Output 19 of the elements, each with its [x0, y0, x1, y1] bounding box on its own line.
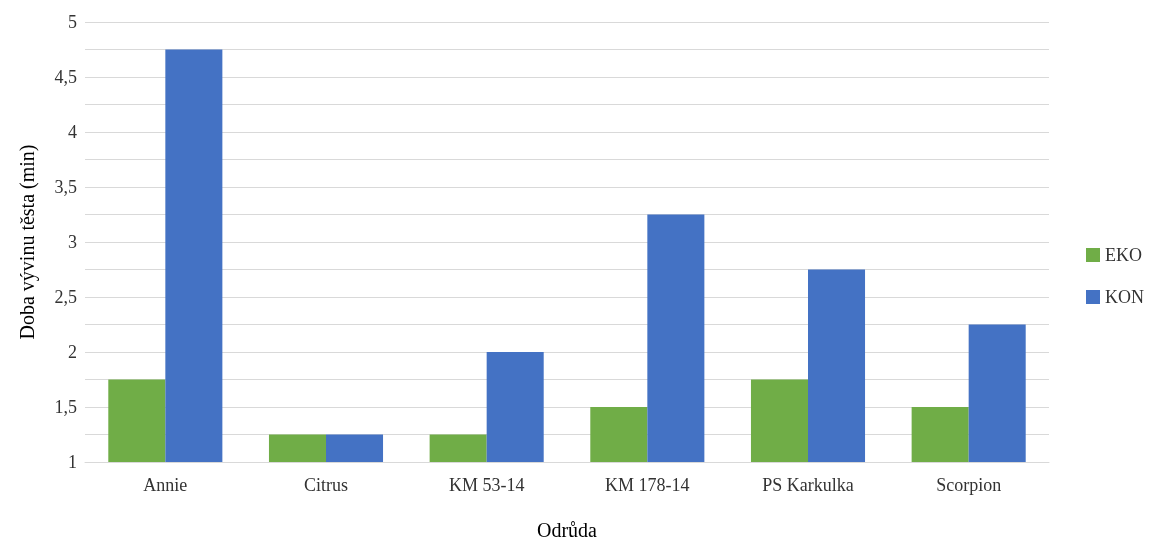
legend-label: KON: [1105, 287, 1144, 307]
x-tick-label: Citrus: [303, 475, 349, 495]
y-tick-label: 2: [68, 342, 77, 362]
y-tick-label: 1: [68, 452, 77, 472]
y-tick-label: 2,5: [54, 287, 77, 307]
y-tick-label: 5: [68, 12, 77, 32]
legend-label: EKO: [1105, 245, 1142, 265]
y-tick-label: 3: [68, 232, 77, 252]
x-tick-label: KM 53-14: [448, 475, 525, 495]
y-axis-title: Doba vývinu těsta (min): [16, 144, 39, 340]
y-tick-label: 4: [68, 122, 77, 142]
y-tick-label: 4,5: [54, 67, 77, 87]
y-tick-label: 3,5: [54, 177, 77, 197]
x-tick-label: PS Karkulka: [762, 475, 854, 495]
x-axis-title: Odrůda: [537, 519, 598, 541]
y-tick-label: 1,5: [54, 397, 77, 417]
x-tick-label: KM 178-14: [605, 475, 690, 495]
x-tick-label: Scorpion: [936, 475, 1002, 495]
x-tick-label: Annie: [143, 475, 188, 495]
